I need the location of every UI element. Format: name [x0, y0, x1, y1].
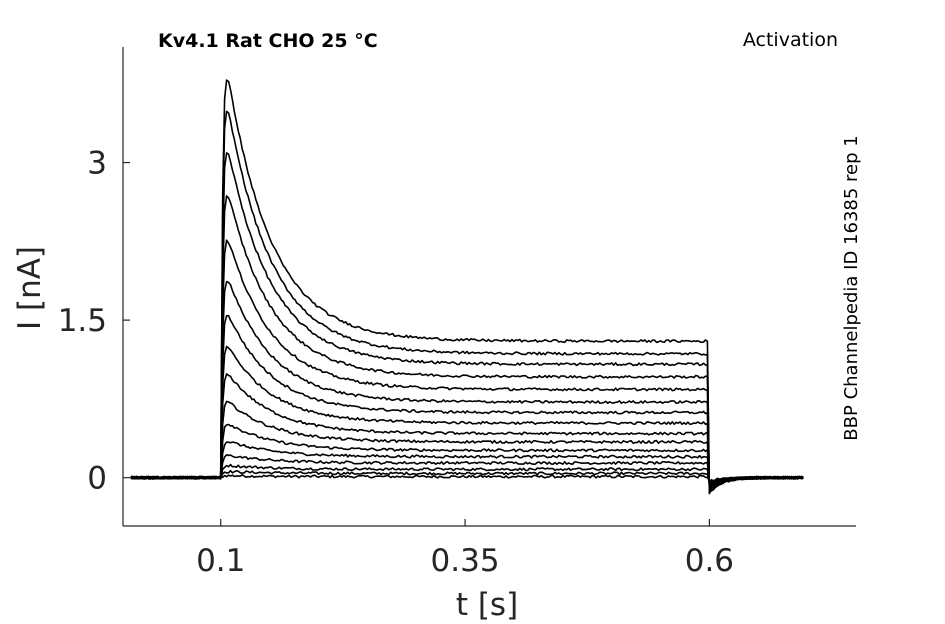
x-tick-label: 0.1 [196, 543, 245, 579]
current-trace [130, 400, 804, 488]
current-traces [130, 79, 804, 495]
y-tick-label: 1.5 [58, 303, 107, 339]
current-trace [130, 469, 804, 484]
x-axis-label: t [s] [456, 587, 518, 623]
current-trace [130, 473, 804, 482]
y-tick-label: 0 [87, 461, 107, 497]
plot-area: 0.1 0.35 0.6 0 1.5 3 [58, 47, 856, 579]
x-tick-label: 0.35 [431, 543, 500, 579]
current-trace [130, 195, 804, 491]
current-trace [130, 423, 804, 487]
current-trace [130, 441, 804, 487]
chart-title: Kv4.1 Rat CHO 25 °C [158, 30, 378, 52]
current-trace [130, 280, 804, 491]
current-trace [130, 110, 804, 495]
x-tick-label: 0.6 [685, 543, 734, 579]
current-trace [130, 239, 804, 493]
current-trace [130, 79, 804, 494]
y-tick-label: 3 [87, 146, 107, 182]
current-trace [130, 453, 804, 485]
chart-subtitle: Activation [743, 29, 838, 51]
current-trace [130, 373, 804, 488]
axis-ticks: 0.1 0.35 0.6 0 1.5 3 [58, 146, 734, 579]
current-trace [130, 152, 804, 493]
channelpedia-id-label: BBP Channelpedia ID 16385 rep 1 [841, 135, 862, 440]
current-trace [130, 314, 804, 491]
current-trace [130, 345, 804, 490]
y-axis-label: I [nA] [12, 246, 48, 330]
current-trace [130, 463, 804, 484]
